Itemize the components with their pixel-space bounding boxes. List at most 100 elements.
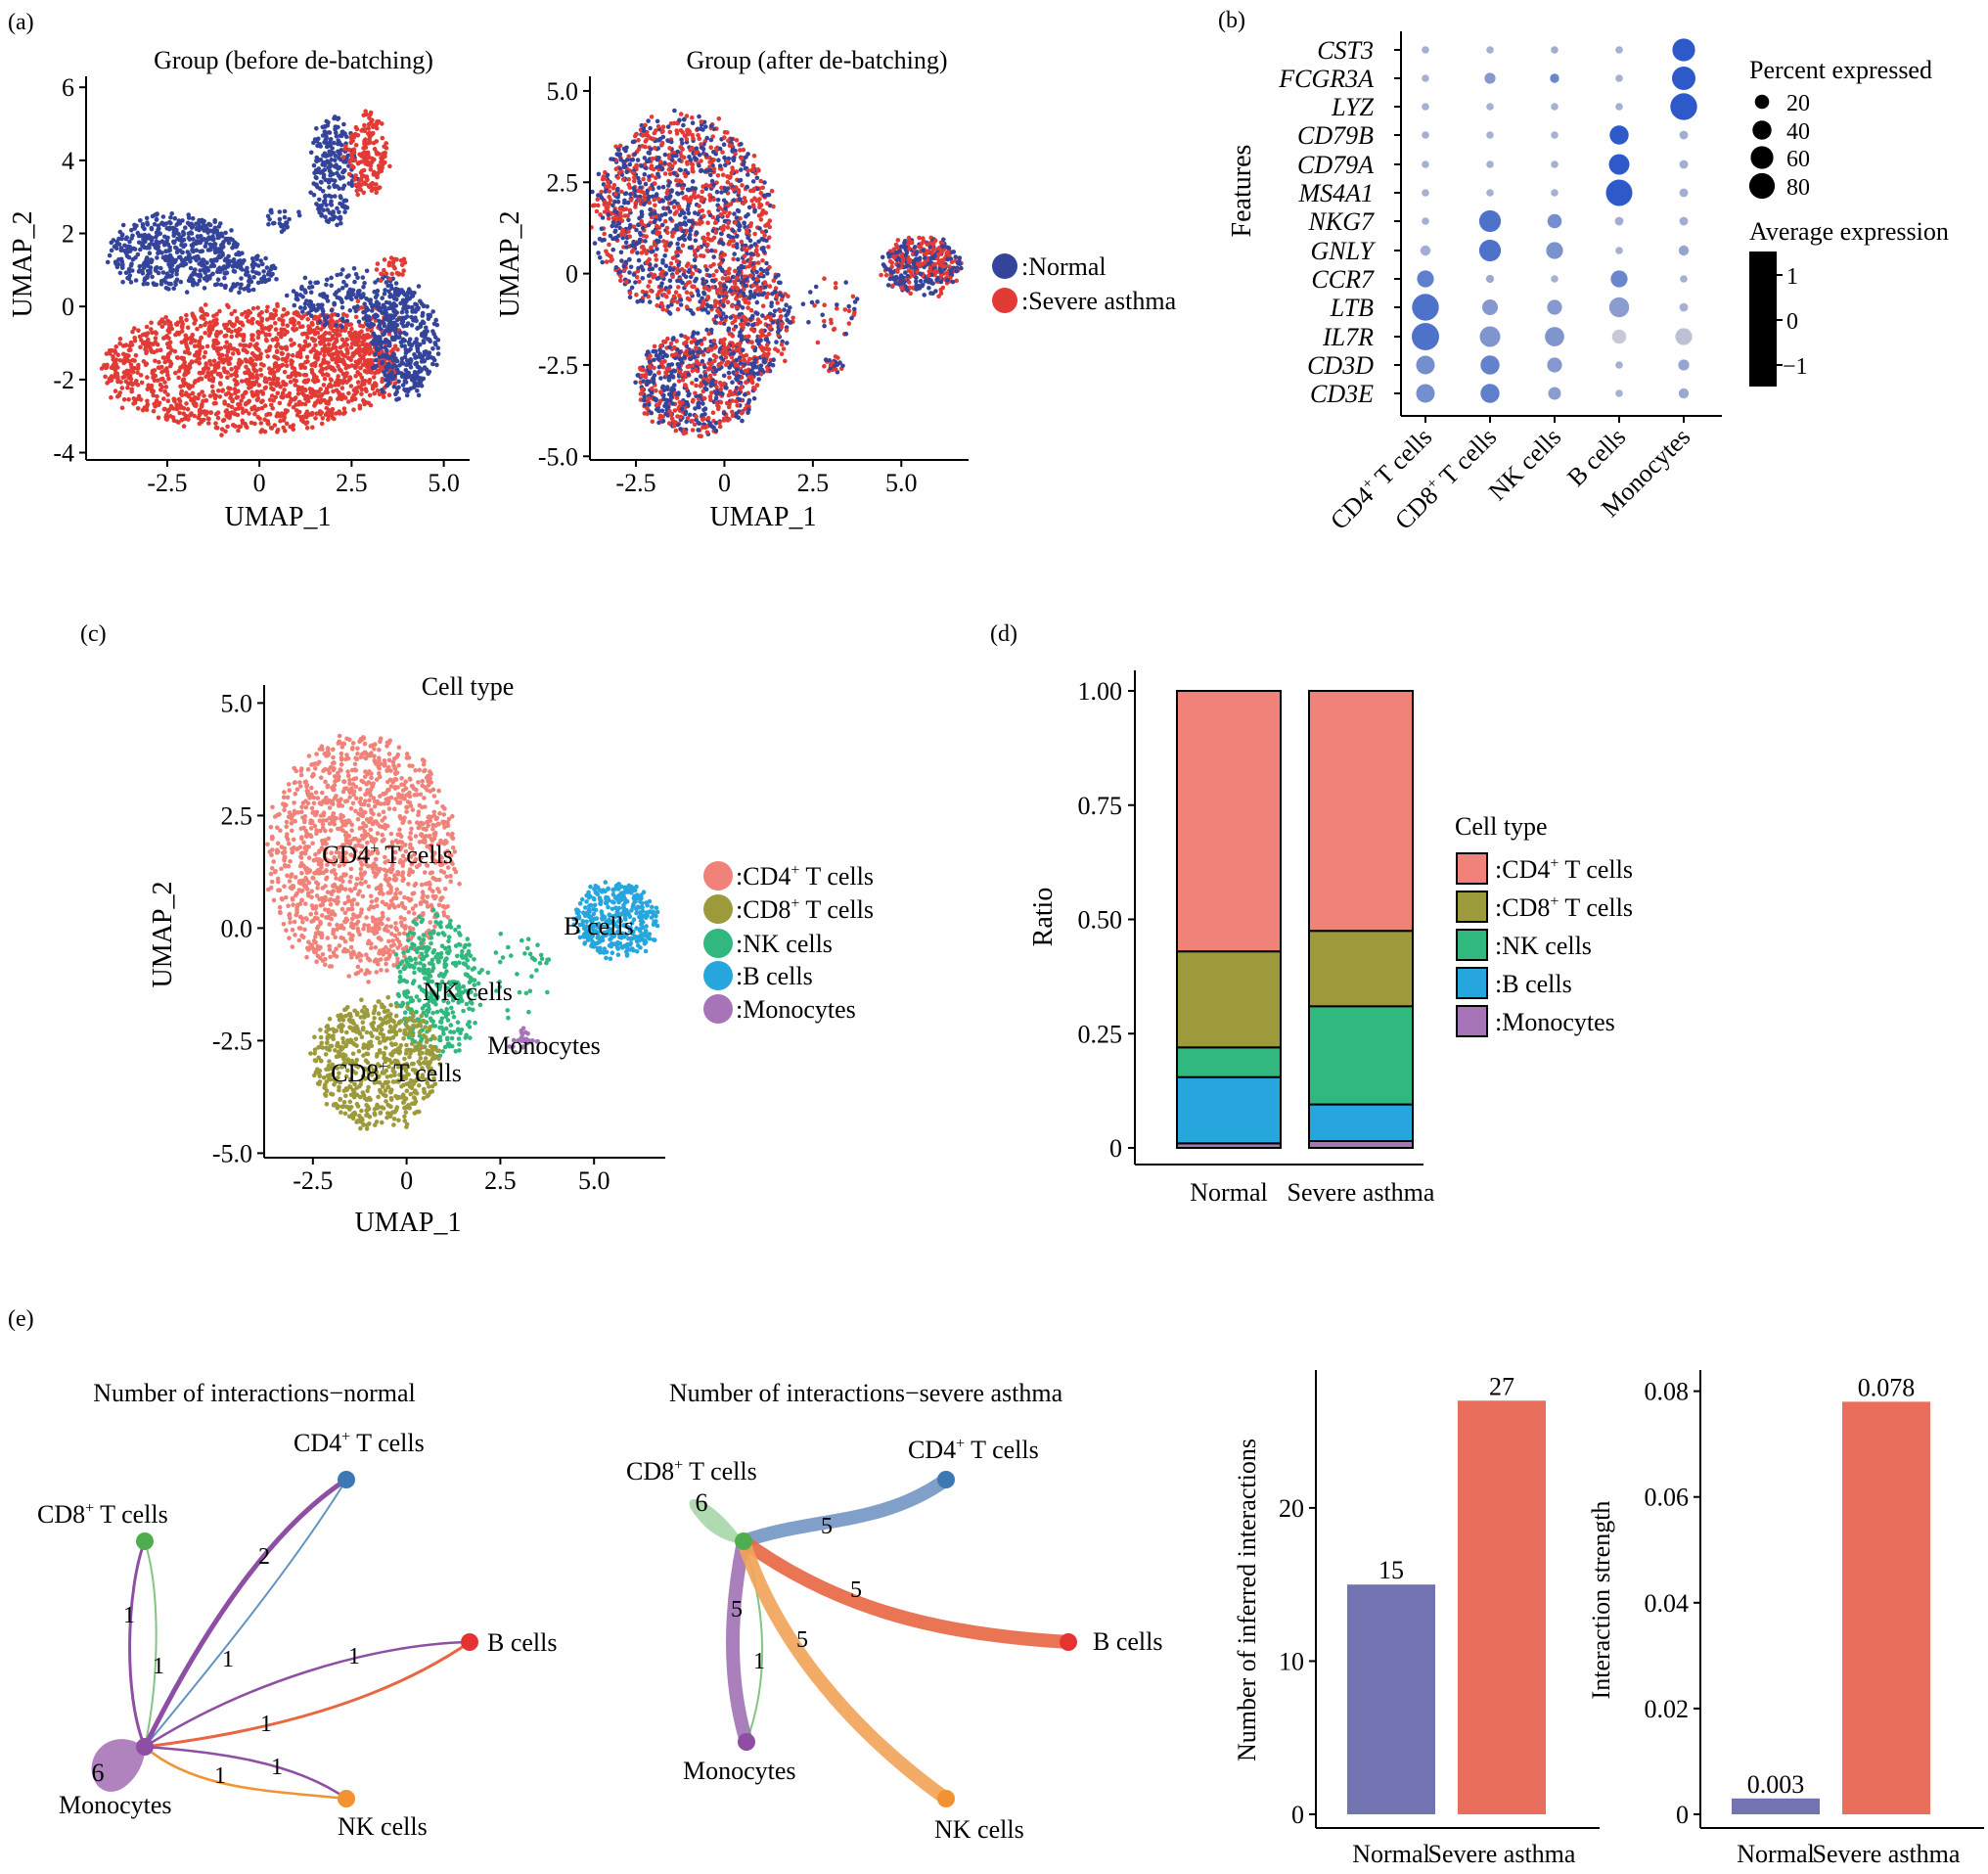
umap-point bbox=[670, 255, 676, 261]
umap-point bbox=[200, 344, 205, 350]
umap-point bbox=[349, 363, 355, 368]
umap-point bbox=[700, 253, 706, 259]
umap-point bbox=[374, 267, 380, 272]
umap-point bbox=[234, 380, 240, 385]
umap-point bbox=[735, 233, 740, 239]
umap-point bbox=[372, 390, 378, 396]
umap-point bbox=[141, 341, 146, 346]
umap-point bbox=[751, 186, 757, 192]
umap-point bbox=[618, 274, 623, 279]
umap-point bbox=[418, 324, 424, 329]
umap-point bbox=[180, 218, 185, 223]
umap-point bbox=[390, 260, 396, 265]
umap-point bbox=[670, 234, 675, 239]
umap-point bbox=[748, 251, 754, 257]
umap-point bbox=[590, 203, 596, 208]
umap-point bbox=[159, 239, 165, 244]
umap-point bbox=[322, 352, 327, 358]
umap-point bbox=[161, 396, 166, 401]
umap-point bbox=[656, 185, 661, 190]
umap-point bbox=[246, 318, 250, 324]
umap-point bbox=[313, 343, 318, 348]
umap-point bbox=[149, 320, 154, 326]
umap-point bbox=[709, 248, 714, 253]
umap-point bbox=[255, 305, 260, 310]
umap-point bbox=[237, 290, 242, 296]
umap-point bbox=[426, 316, 431, 322]
umap-point bbox=[409, 377, 415, 383]
umap-point bbox=[262, 386, 268, 391]
umap-point bbox=[639, 211, 645, 217]
umap-point bbox=[382, 316, 387, 322]
umap-point bbox=[356, 319, 362, 325]
umap-point bbox=[316, 206, 321, 211]
umap-point bbox=[655, 171, 660, 177]
umap-point bbox=[282, 429, 288, 434]
umap-point bbox=[639, 163, 644, 168]
y-tick-label: -4 bbox=[53, 439, 74, 468]
umap-point bbox=[656, 290, 662, 295]
umap-point bbox=[705, 242, 710, 248]
umap-point bbox=[391, 306, 396, 312]
umap-point bbox=[703, 186, 709, 192]
umap-point bbox=[674, 258, 680, 264]
umap-point bbox=[229, 373, 234, 378]
umap-point bbox=[343, 283, 349, 288]
umap-point bbox=[435, 351, 441, 356]
umap-point bbox=[267, 376, 272, 382]
umap-point bbox=[203, 223, 208, 229]
umap-point bbox=[434, 322, 440, 328]
umap-point bbox=[319, 211, 324, 217]
umap-point bbox=[373, 124, 379, 129]
umap-point bbox=[313, 174, 319, 180]
umap-point bbox=[355, 380, 361, 385]
umap-point bbox=[617, 210, 623, 216]
umap-point bbox=[151, 392, 156, 398]
umap-point bbox=[359, 329, 364, 335]
umap-point bbox=[188, 265, 194, 271]
umap-point bbox=[328, 347, 334, 352]
umap-point bbox=[238, 327, 243, 333]
umap-point bbox=[329, 199, 334, 205]
umap-point bbox=[145, 281, 150, 287]
umap-point bbox=[395, 370, 401, 376]
umap-point bbox=[153, 336, 158, 341]
umap-point bbox=[725, 159, 730, 164]
umap-point bbox=[735, 215, 740, 220]
umap-point bbox=[326, 360, 331, 366]
umap-point bbox=[392, 328, 398, 334]
umap-point bbox=[317, 319, 323, 325]
umap-point bbox=[284, 393, 290, 398]
umap-point bbox=[647, 266, 653, 272]
umap-point bbox=[351, 164, 356, 170]
umap-point bbox=[717, 163, 723, 168]
umap-point bbox=[667, 278, 673, 284]
umap-point bbox=[402, 292, 407, 297]
umap-point bbox=[270, 271, 275, 277]
umap-point bbox=[135, 406, 141, 411]
umap-point bbox=[697, 162, 701, 168]
umap-point bbox=[272, 354, 277, 359]
umap-point bbox=[275, 368, 281, 373]
umap-point bbox=[272, 361, 278, 367]
umap-point bbox=[627, 161, 633, 167]
umap-point bbox=[705, 310, 711, 315]
umap-point bbox=[162, 389, 167, 394]
umap-point bbox=[181, 411, 187, 417]
umap-point bbox=[415, 389, 420, 393]
umap-point bbox=[318, 412, 323, 417]
umap-point bbox=[744, 227, 749, 232]
umap-point bbox=[252, 421, 257, 427]
umap-point bbox=[302, 380, 308, 385]
umap-point bbox=[627, 295, 633, 300]
umap-point bbox=[629, 285, 635, 291]
umap-point bbox=[353, 143, 359, 148]
umap-point bbox=[339, 386, 345, 390]
umap-point bbox=[299, 284, 304, 290]
umap-point bbox=[275, 428, 281, 433]
umap-point bbox=[237, 260, 243, 265]
y-tick-label: 6 bbox=[62, 73, 74, 102]
umap-point bbox=[635, 158, 641, 162]
umap-point bbox=[180, 377, 186, 383]
umap-point bbox=[117, 358, 123, 363]
